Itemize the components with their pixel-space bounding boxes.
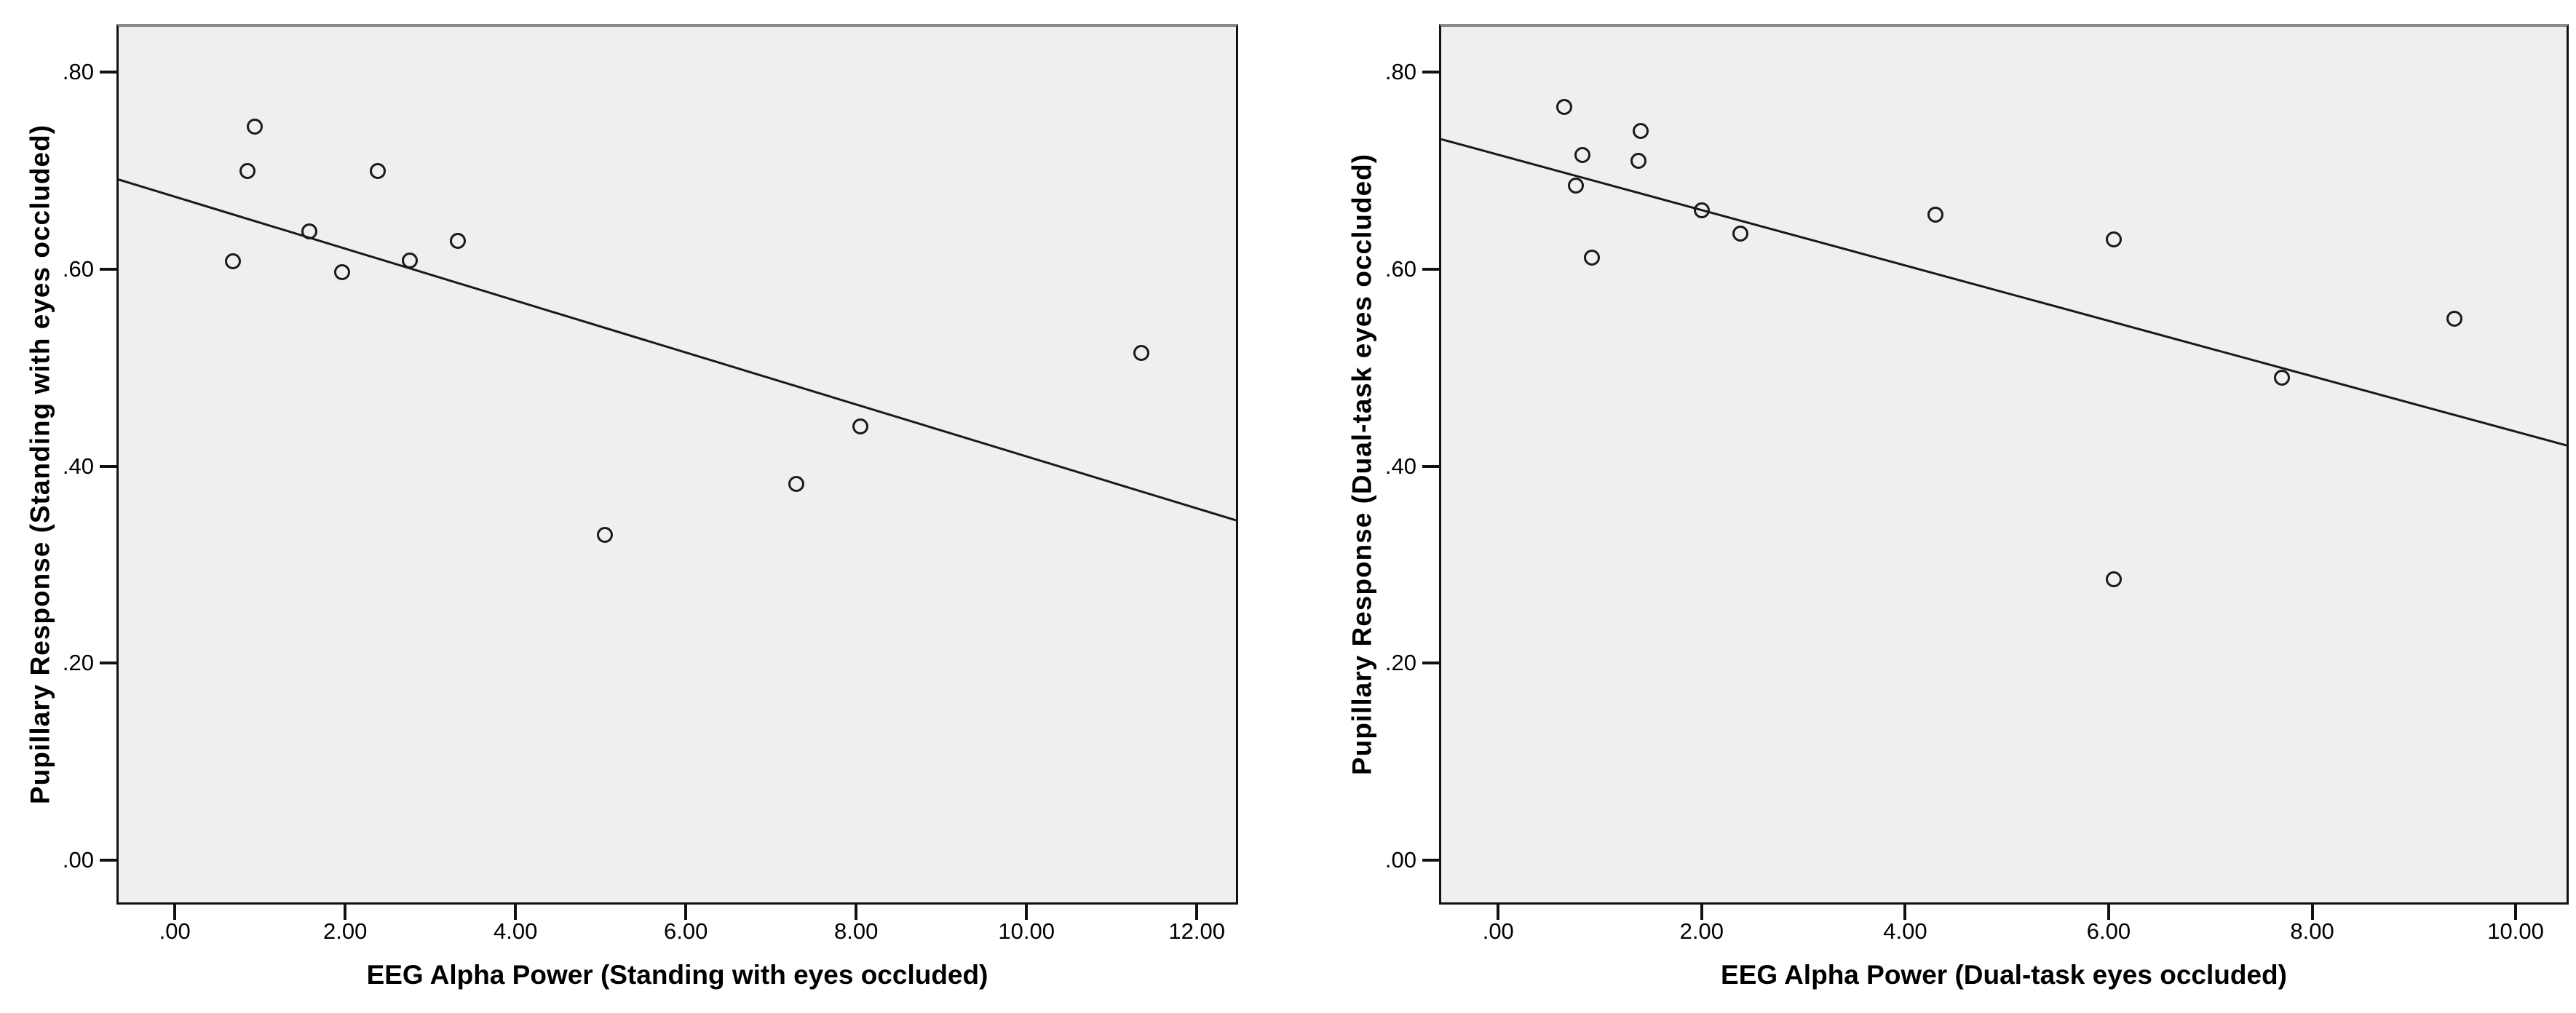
- regression-line: [119, 178, 1236, 522]
- y-axis-tick: [100, 71, 116, 74]
- x-axis-tick-label: 8.00: [834, 918, 879, 944]
- data-point: [1583, 249, 1600, 266]
- plot-area: [116, 24, 1238, 905]
- x-axis-tick-label: 2.00: [1679, 918, 1724, 944]
- x-axis-tick-label: 8.00: [2290, 918, 2334, 944]
- y-axis-tick-label: .00: [1384, 846, 1416, 873]
- x-axis-tick: [1025, 905, 1029, 920]
- x-axis-title: EEG Alpha Power (Standing with eyes occl…: [366, 960, 988, 990]
- x-axis-tick-label: 10.00: [998, 918, 1055, 944]
- data-point: [239, 162, 255, 179]
- y-axis-tick-label: .60: [62, 255, 94, 282]
- y-axis-tick-label: .60: [1384, 255, 1416, 282]
- x-axis-tick-label: 10.00: [2487, 918, 2544, 944]
- data-point: [1693, 202, 1710, 218]
- y-axis-tick-label: .80: [1384, 59, 1416, 85]
- y-axis-tick: [1422, 267, 1439, 271]
- y-axis-tick: [100, 662, 116, 665]
- data-point: [2446, 310, 2463, 327]
- data-point: [402, 252, 419, 269]
- data-point: [1732, 226, 1748, 242]
- data-point: [224, 253, 241, 270]
- y-axis-tick: [1422, 662, 1439, 665]
- y-axis-tick: [100, 464, 116, 468]
- data-point: [1574, 146, 1591, 163]
- x-axis-tick-label: 2.00: [323, 918, 368, 944]
- y-axis-tick-label: .20: [1384, 650, 1416, 676]
- y-axis-tick: [100, 858, 116, 862]
- data-point: [597, 527, 614, 544]
- data-point: [1567, 177, 1584, 194]
- x-axis-tick-label: 4.00: [494, 918, 538, 944]
- x-axis-tick: [2310, 905, 2314, 920]
- y-axis-tick-label: .80: [62, 59, 94, 85]
- y-axis-tick: [1422, 71, 1439, 74]
- regression-line: [1441, 138, 2567, 447]
- data-point: [247, 118, 263, 135]
- data-point: [1630, 153, 1647, 170]
- y-axis-tick: [100, 267, 116, 271]
- data-point: [1556, 98, 1573, 115]
- x-axis-title: EEG Alpha Power (Dual-task eyes occluded…: [1721, 960, 2287, 990]
- x-axis-tick: [2514, 905, 2518, 920]
- plot-area: [1439, 24, 2569, 905]
- x-axis-tick: [344, 905, 347, 920]
- data-point: [369, 162, 386, 179]
- y-axis-tick-label: .00: [62, 846, 94, 873]
- data-point: [1927, 207, 1944, 223]
- data-point: [449, 232, 466, 249]
- x-axis-tick: [1497, 905, 1500, 920]
- y-axis-tick: [1422, 858, 1439, 862]
- x-axis-tick: [855, 905, 858, 920]
- scatter-chart-dual-task-eyes-occluded: Pupillary Response (Dual-task eyes occlu…: [1288, 0, 2576, 1013]
- x-axis-tick-label: .00: [1482, 918, 1514, 944]
- x-axis-tick-label: .00: [159, 918, 191, 944]
- data-point: [1133, 344, 1150, 361]
- data-point: [301, 223, 318, 240]
- x-axis-tick: [684, 905, 688, 920]
- data-point: [852, 418, 869, 435]
- data-point: [2105, 571, 2122, 588]
- x-axis-tick: [173, 905, 177, 920]
- data-point: [2273, 369, 2290, 386]
- x-axis-tick: [514, 905, 518, 920]
- x-axis-tick: [1700, 905, 1703, 920]
- x-axis-tick-label: 12.00: [1168, 918, 1225, 944]
- data-point: [2105, 231, 2122, 248]
- x-axis-tick-label: 6.00: [664, 918, 708, 944]
- x-axis-tick-label: 6.00: [2086, 918, 2131, 944]
- y-axis-tick-label: .40: [62, 453, 94, 479]
- data-point: [1632, 123, 1649, 140]
- y-axis-tick-label: .40: [1384, 453, 1416, 479]
- scatter-chart-standing-eyes-occluded: Pupillary Response (Standing with eyes o…: [25, 24, 1238, 990]
- x-axis-tick: [2107, 905, 2110, 920]
- data-point: [788, 475, 805, 492]
- y-axis-tick-label: .20: [62, 650, 94, 676]
- y-axis-tick: [1422, 464, 1439, 468]
- x-axis-tick-label: 4.00: [1883, 918, 1927, 944]
- x-axis-tick: [1195, 905, 1199, 920]
- x-axis-tick: [1903, 905, 1907, 920]
- data-point: [333, 263, 350, 280]
